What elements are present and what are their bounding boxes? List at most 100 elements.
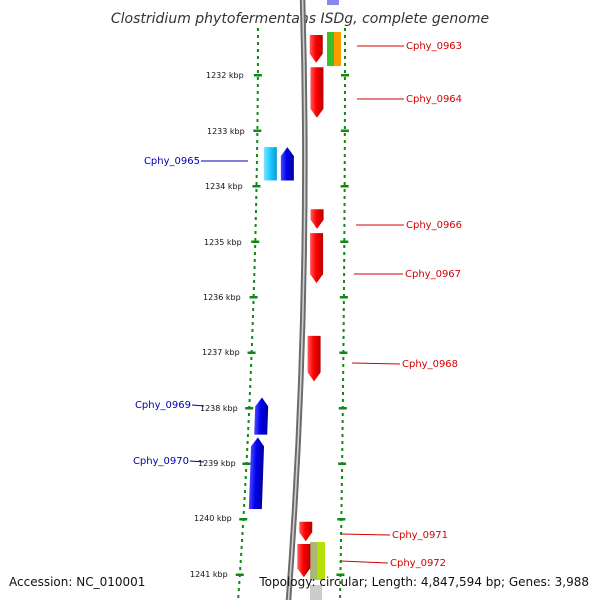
ring-dot: [241, 525, 244, 528]
ring-dot: [343, 35, 346, 38]
ring-dot: [247, 413, 250, 416]
gene-arrow-cphy-0970[interactable]: [248, 437, 265, 510]
label-cphy-0972[interactable]: Cphy_0972: [340, 558, 446, 569]
ring-dot: [343, 231, 346, 234]
ring-dot: [343, 56, 346, 59]
gene-label[interactable]: Cphy_0965: [144, 156, 200, 167]
ring-dot: [239, 560, 242, 563]
label-cphy-0966[interactable]: Cphy_0966: [356, 220, 462, 231]
ring-dot: [245, 469, 248, 472]
label-cphy-0971[interactable]: Cphy_0971: [341, 530, 448, 541]
ring-dot: [256, 126, 259, 129]
ring-dot: [341, 469, 344, 472]
label-cphy-0967[interactable]: Cphy_0967: [354, 269, 461, 280]
ring-dot: [343, 147, 346, 150]
ring-dot: [248, 399, 251, 402]
gene-arrow-cphy-0964[interactable]: [310, 67, 324, 118]
ring-dot: [252, 308, 255, 311]
label-cphy-0969[interactable]: Cphy_0969: [135, 400, 205, 411]
label-cphy-0968[interactable]: Cphy_0968: [351, 359, 458, 370]
ring-dot: [249, 378, 252, 381]
ring-dot: [342, 315, 345, 318]
gene-arrow-cphy-0969[interactable]: [254, 397, 269, 435]
scale-label-1241: 1241 kbp: [190, 570, 228, 579]
gene-label[interactable]: Cphy_0968: [402, 359, 458, 370]
ring-dot: [339, 588, 342, 591]
grey-feature: [310, 585, 322, 600]
ring-dot: [339, 567, 342, 570]
gene-label[interactable]: Cphy_0971: [392, 530, 448, 541]
gene-arrow-cphy-0965[interactable]: [280, 147, 294, 181]
ring-dot: [255, 196, 258, 199]
gene-arrow-cphy-0963[interactable]: [309, 35, 323, 63]
ring-dot: [250, 357, 253, 360]
ring-dot: [343, 273, 346, 276]
ring-dot: [343, 168, 346, 171]
ring-dot: [343, 266, 346, 269]
gene-label[interactable]: Cphy_0972: [390, 558, 446, 569]
ring-dot: [340, 504, 343, 507]
label-cphy-0964[interactable]: Cphy_0964: [357, 94, 462, 105]
ring-dot: [256, 63, 259, 66]
ring-dot: [343, 154, 346, 157]
ring-dot: [255, 175, 258, 178]
ring-dot: [343, 245, 346, 248]
ring-dot: [256, 154, 259, 157]
ring-dot: [341, 455, 344, 458]
gene-arrow-cphy-0968[interactable]: [307, 335, 321, 382]
scale-tick: [338, 407, 347, 410]
ring-dot: [343, 70, 346, 73]
ring-dot: [244, 476, 247, 479]
gene-label[interactable]: Cphy_0966: [406, 220, 462, 231]
ring-dot: [256, 112, 259, 115]
gene-label[interactable]: Cphy_0967: [405, 269, 461, 280]
ring-dot: [341, 441, 344, 444]
ring-dot: [343, 91, 346, 94]
ring-dot: [243, 497, 246, 500]
gene-arrow-cphy-0972[interactable]: [297, 543, 311, 578]
ring-dot: [340, 525, 343, 528]
ring-dot: [251, 315, 254, 318]
gene-label[interactable]: Cphy_0970: [133, 456, 189, 467]
ring-dot: [251, 329, 254, 332]
ring-dot: [343, 42, 346, 45]
ring-dot: [342, 357, 345, 360]
label-cphy-0970[interactable]: Cphy_0970: [133, 456, 205, 467]
ring-dot: [342, 371, 345, 374]
scale-tick: [249, 296, 258, 299]
gene-arrow-cphy-0971[interactable]: [299, 521, 313, 542]
ring-dot: [340, 497, 343, 500]
scale-label-1239: 1239 kbp: [198, 459, 236, 468]
gene-label[interactable]: Cphy_0963: [406, 41, 462, 52]
ring-dot: [246, 441, 249, 444]
label-cphy-0963[interactable]: Cphy_0963: [357, 41, 462, 52]
ring-dot: [254, 231, 257, 234]
ring-dot: [340, 476, 343, 479]
purple-feature: [327, 0, 339, 5]
ring-dot: [256, 84, 259, 87]
gene-label[interactable]: Cphy_0969: [135, 400, 191, 411]
ring-dot: [254, 210, 257, 213]
ring-dot: [255, 203, 258, 206]
gene-arrow-cphy-0967[interactable]: [310, 233, 324, 284]
ring-dot: [341, 399, 344, 402]
ring-dot: [343, 126, 346, 129]
ring-dot: [254, 224, 257, 227]
inner-tick-ring: [235, 28, 262, 598]
ring-dot: [253, 259, 256, 262]
ring-dot: [250, 343, 253, 346]
ring-dot: [248, 392, 251, 395]
ring-dot: [256, 105, 259, 108]
orange-feature: [334, 32, 341, 66]
ring-dot: [256, 42, 259, 45]
ring-dot: [339, 553, 342, 556]
gene-label[interactable]: Cphy_0964: [406, 94, 462, 105]
ring-dot: [240, 553, 243, 556]
gene-arrow-cphy-0966[interactable]: [310, 209, 324, 229]
label-cphy-0965[interactable]: Cphy_0965: [144, 156, 248, 167]
ring-dot: [343, 49, 346, 52]
ring-dot: [343, 77, 346, 80]
ring-dot: [342, 301, 345, 304]
scale-tick: [340, 74, 349, 77]
